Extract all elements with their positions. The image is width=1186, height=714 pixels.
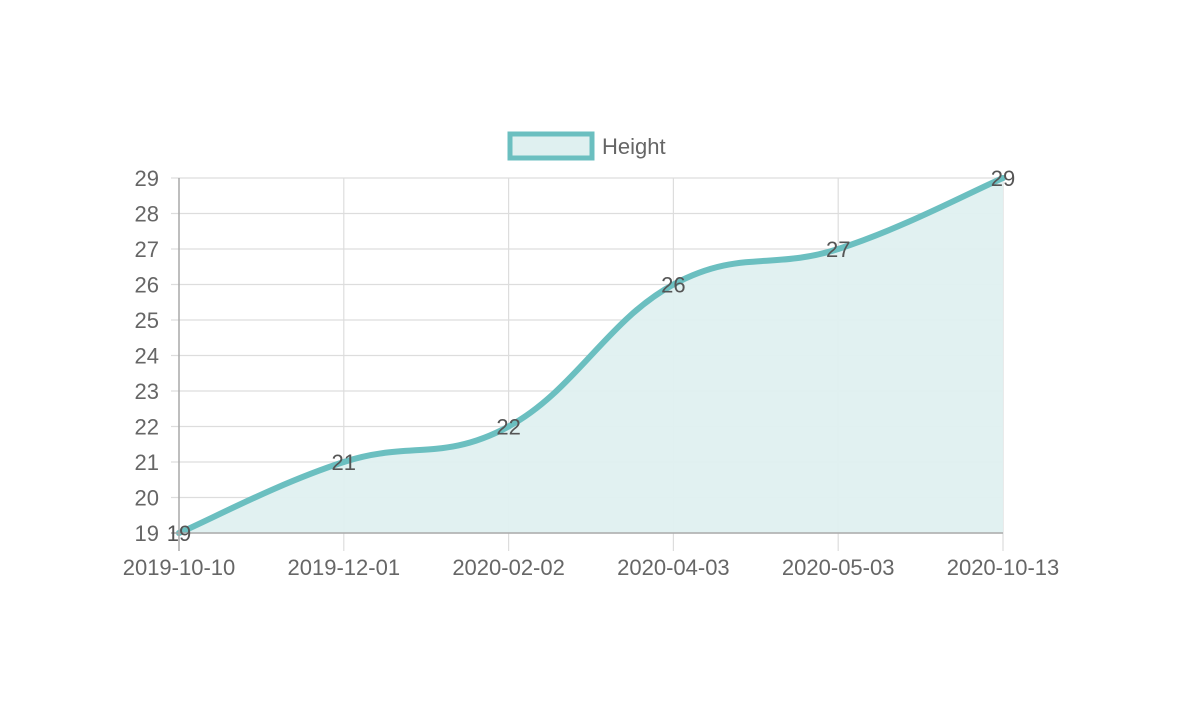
y-tick-label: 24 <box>135 344 159 369</box>
data-label: 21 <box>332 450 356 475</box>
y-tick-label: 26 <box>135 273 159 298</box>
data-point[interactable] <box>835 246 842 252</box>
y-tick-label: 20 <box>135 486 159 511</box>
x-tick-label: 2020-10-13 <box>947 555 1060 580</box>
data-label: 26 <box>661 273 685 298</box>
data-label: 19 <box>167 521 191 546</box>
legend[interactable]: Height <box>507 131 666 161</box>
data-label: 27 <box>826 237 850 262</box>
y-tick-label: 25 <box>135 308 159 333</box>
data-point[interactable] <box>670 281 677 288</box>
x-tick-label: 2020-04-03 <box>617 555 730 580</box>
x-tick-label: 2019-12-01 <box>288 555 401 580</box>
data-point[interactable] <box>505 423 512 430</box>
data-point[interactable] <box>340 459 347 465</box>
axes: 19 20 21 22 23 24 25 26 27 28 29 2019-10-10 2019-12-… <box>123 166 1060 580</box>
y-tick-label: 22 <box>135 415 159 440</box>
y-tick-label: 19 <box>135 521 159 546</box>
data-label: 22 <box>496 415 520 440</box>
legend-label[interactable]: Height <box>602 134 666 159</box>
y-tick-label: 29 <box>135 166 159 191</box>
data-label: 29 <box>991 166 1015 191</box>
y-tick-label: 23 <box>135 379 159 404</box>
x-tick-label: 2019-10-10 <box>123 555 236 580</box>
x-tick-label: 2020-05-03 <box>782 555 895 580</box>
legend-swatch[interactable] <box>507 131 595 161</box>
y-tick-label: 21 <box>135 450 159 475</box>
y-tick-label: 27 <box>135 237 159 262</box>
series-line <box>176 175 1006 536</box>
series-line-layer <box>176 175 1006 536</box>
data-point[interactable] <box>1000 175 1006 181</box>
x-tick-label: 2020-02-02 <box>452 555 565 580</box>
y-tick-label: 28 <box>135 202 159 227</box>
data-labels: 19 21 22 26 27 29 <box>167 166 1015 546</box>
